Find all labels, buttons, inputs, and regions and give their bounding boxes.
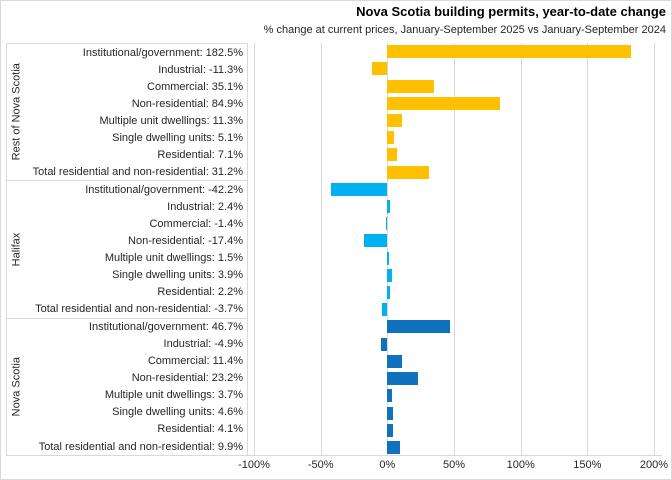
category-label: Industrial: -4.9% <box>163 338 243 351</box>
bar-multiple-unit-dwellings <box>387 113 403 127</box>
gridline--100% <box>254 43 255 456</box>
bar-single-dwelling-units <box>387 268 393 282</box>
bar-residential <box>387 286 391 299</box>
x-tick-label: -100% <box>238 459 270 471</box>
bar-single-dwelling-units <box>387 131 395 145</box>
x-tick-label: 100% <box>506 459 535 471</box>
x-tick-label: -50% <box>307 459 334 471</box>
category-label: Multiple unit dwellings: 1.5% <box>104 252 243 265</box>
group-label: Rest of Nova Scotia <box>10 63 23 161</box>
category-label: Commercial: 35.1% <box>147 80 243 93</box>
category-axis: Rest of Nova Scotia Institutional/governm… <box>6 43 248 456</box>
chart-subtitle: % change at current prices, January-Sept… <box>263 24 666 36</box>
bar-industrial <box>372 62 388 76</box>
bar-total-residential-and-non-residential <box>387 440 401 454</box>
bar-multiple-unit-dwellings <box>387 389 393 403</box>
x-tick-label: 50% <box>442 459 466 471</box>
category-label: Residential: 2.2% <box>157 286 243 299</box>
bar-industrial <box>380 337 388 351</box>
category-label: Total residential and non-residential: -… <box>35 303 243 316</box>
bar-residential <box>387 423 393 437</box>
bar-residential <box>387 148 397 162</box>
category-labels: Institutional/government: -42.2% Industri… <box>26 181 247 317</box>
category-label: Multiple unit dwellings: 11.3% <box>99 114 243 127</box>
bar-total-residential-and-non-residential <box>387 165 429 179</box>
gridline--50% <box>320 43 322 456</box>
x-tick-label: 150% <box>573 459 602 471</box>
bar-non-residential <box>364 234 388 248</box>
x-tick-label: 200% <box>639 459 669 471</box>
bar-total-residential-and-non-residential <box>382 303 388 317</box>
category-label: Non-residential: -17.4% <box>128 234 243 247</box>
bar-single-dwelling-units <box>387 406 394 420</box>
category-label: Total residential and non-residential: 3… <box>32 165 243 178</box>
group-halifax: Halifax Institutional/government: -42.2% I… <box>7 181 247 319</box>
category-labels: Institutional/government: 46.7% Industria… <box>26 319 247 455</box>
bar-commercial <box>387 79 435 93</box>
plot-area <box>248 43 662 456</box>
chart-title: Nova Scotia building permits, year-to-da… <box>356 4 666 19</box>
x-tick-label: 0% <box>379 459 396 471</box>
bar-institutional-government <box>331 182 388 196</box>
gridline-200% <box>654 43 655 456</box>
x-axis-tick-labels: -100% -50% 0% 50% 100% 150% 200% <box>238 459 668 473</box>
category-label: Commercial: -1.4% <box>149 217 243 230</box>
gridline-150% <box>587 43 589 456</box>
category-label: Single dwelling units: 5.1% <box>112 131 243 144</box>
bar-commercial <box>387 354 403 368</box>
bar-institutional-government <box>387 320 450 334</box>
x-axis-line <box>248 455 662 456</box>
group-label: Halifax <box>10 232 23 267</box>
group-nova-scotia: Nova Scotia Institutional/government: 46.… <box>7 319 247 455</box>
bar-commercial <box>385 217 388 231</box>
category-label: Single dwelling units: 3.9% <box>112 269 243 282</box>
category-label: Total residential and non-residential: 9… <box>38 440 243 453</box>
group-rest-of-nova-scotia: Rest of Nova Scotia Institutional/governm… <box>7 44 247 182</box>
bar-multiple-unit-dwellings <box>387 251 390 265</box>
gridline-100% <box>520 43 522 456</box>
gridline-0% <box>387 43 389 456</box>
category-label: Institutional/government: 46.7% <box>88 321 243 334</box>
category-label: Industrial: 2.4% <box>167 200 243 213</box>
category-labels: Institutional/government: 182.5% Industri… <box>26 44 247 180</box>
category-label: Residential: 4.1% <box>157 423 243 436</box>
gridline-50% <box>454 43 455 456</box>
bar-non-residential <box>387 372 419 386</box>
category-label: Institutional/government: -42.2% <box>85 183 243 196</box>
category-label: Commercial: 11.4% <box>147 355 243 368</box>
category-label: Single dwelling units: 4.6% <box>112 406 243 419</box>
category-label: Institutional/government: 182.5% <box>82 46 243 59</box>
category-label: Non-residential: 84.9% <box>131 97 243 110</box>
category-label: Multiple unit dwellings: 3.7% <box>104 389 243 402</box>
group-label: Nova Scotia <box>10 357 23 417</box>
bar-non-residential <box>387 96 501 110</box>
bar-industrial <box>387 200 391 213</box>
category-label: Non-residential: 23.2% <box>131 372 243 385</box>
category-label: Residential: 7.1% <box>157 148 243 161</box>
bar-institutional-government <box>387 45 631 59</box>
category-label: Industrial: -11.3% <box>158 63 243 76</box>
